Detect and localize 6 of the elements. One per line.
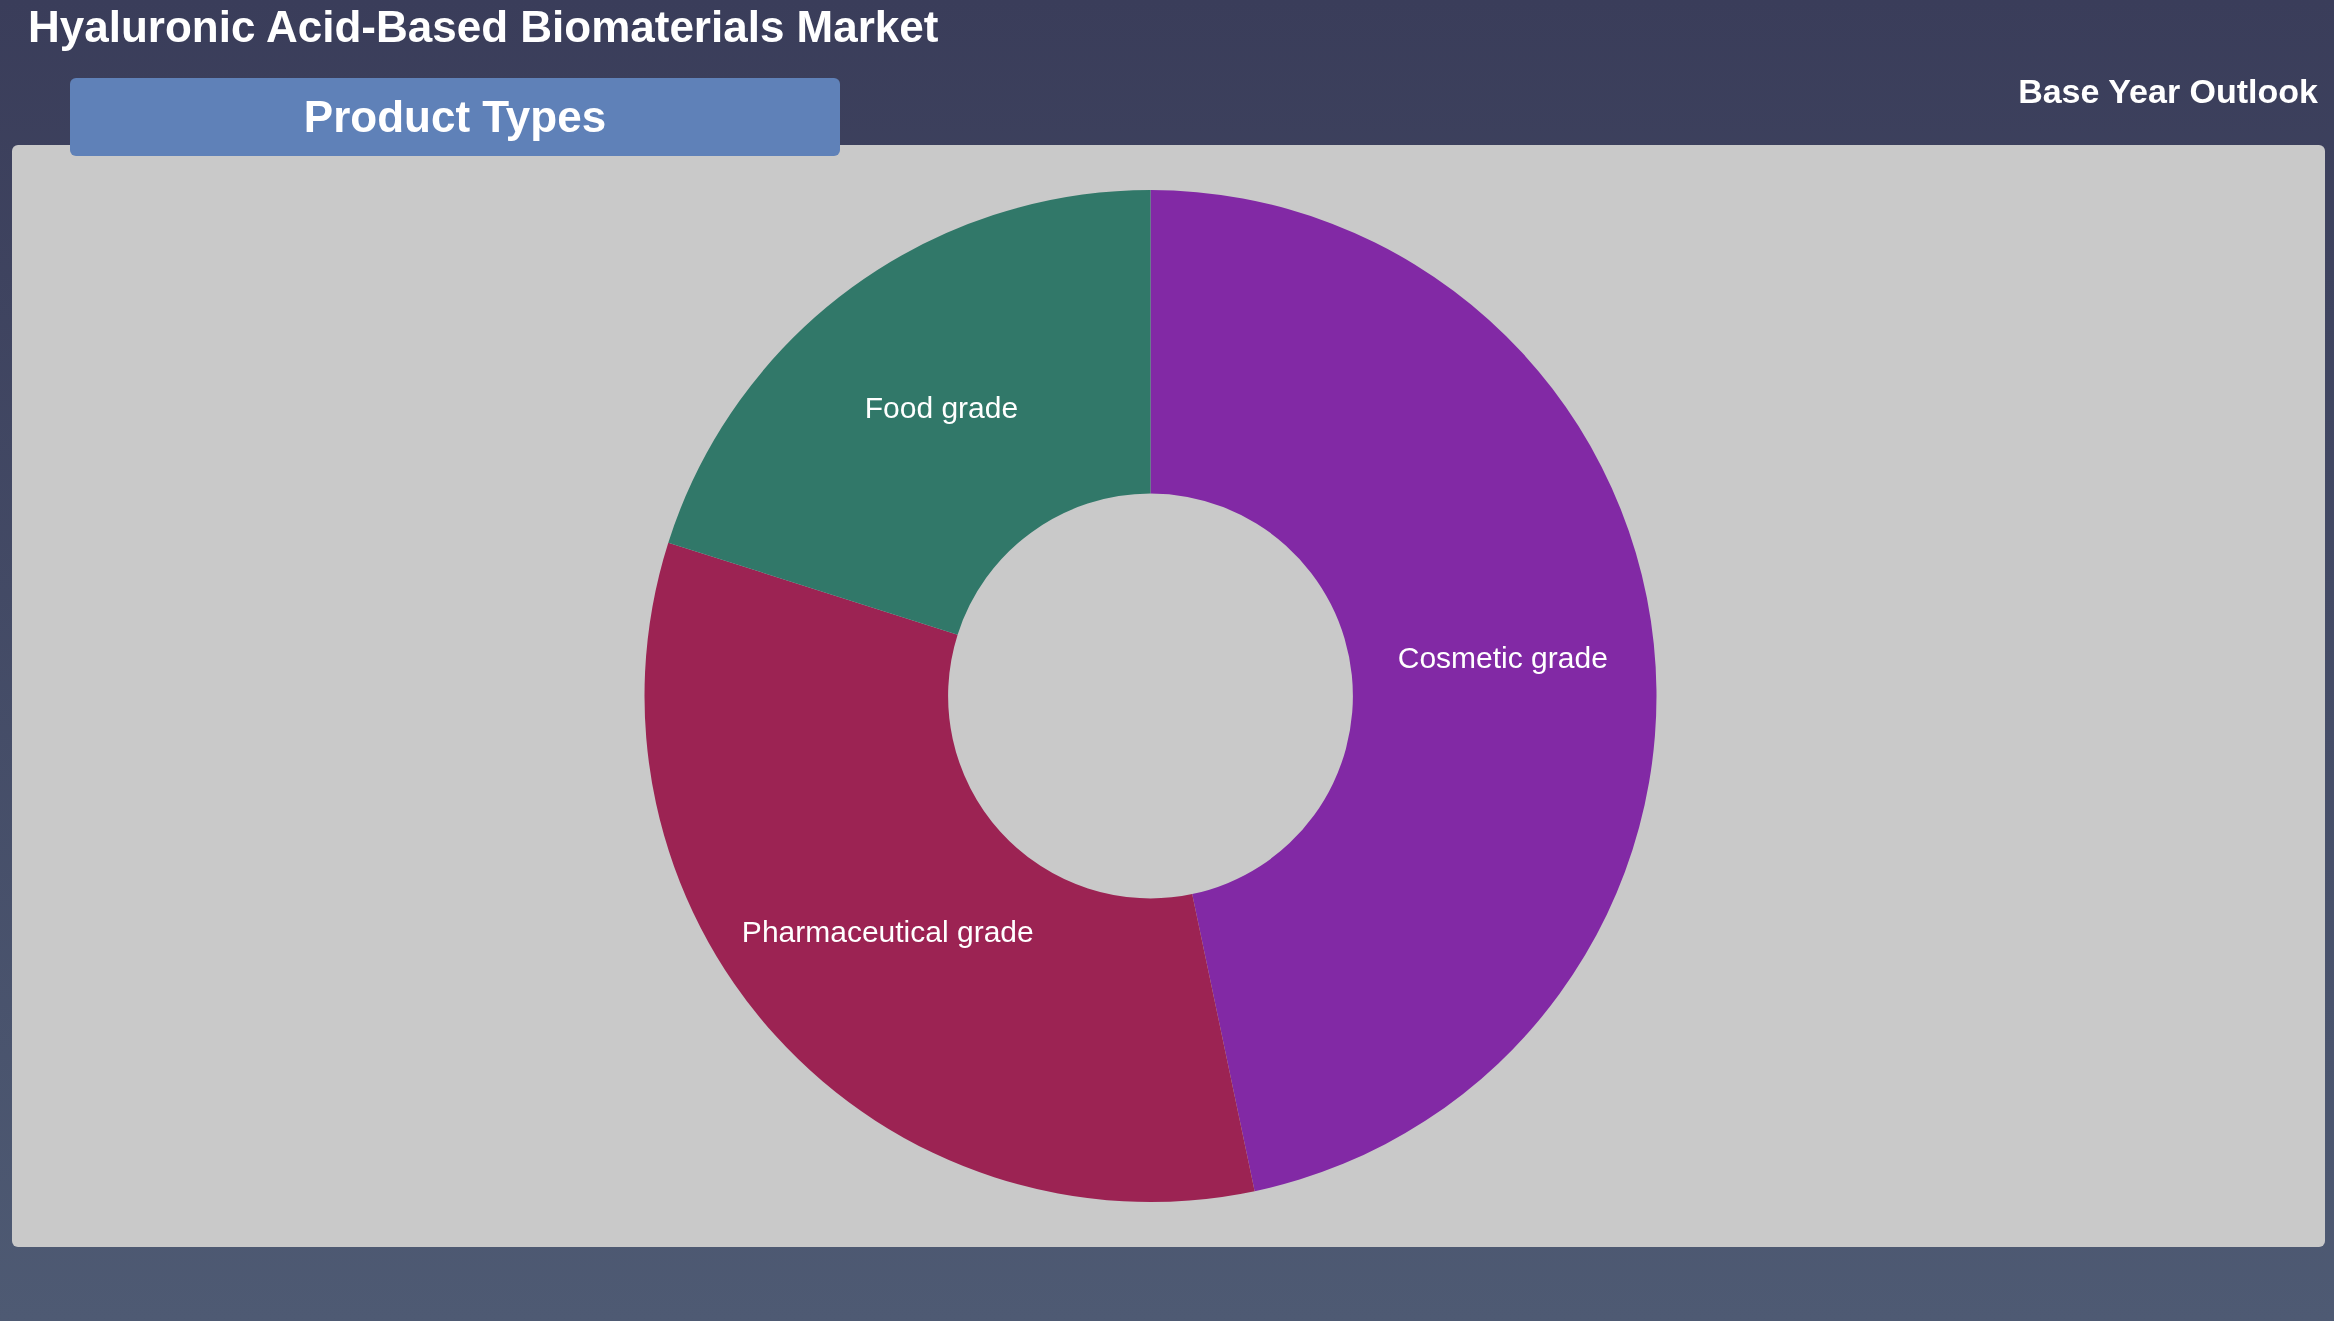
chart-subtitle: Product Types [70,78,840,156]
chart-title: Hyaluronic Acid-Based Biomaterials Market [28,2,939,52]
slice-label: Cosmetic grade [1397,640,1608,674]
text: Base Year Outlook [2018,72,2318,111]
slice-label: Food grade [864,391,1019,425]
slice-label: Pharmaceutical grade [741,914,1034,948]
